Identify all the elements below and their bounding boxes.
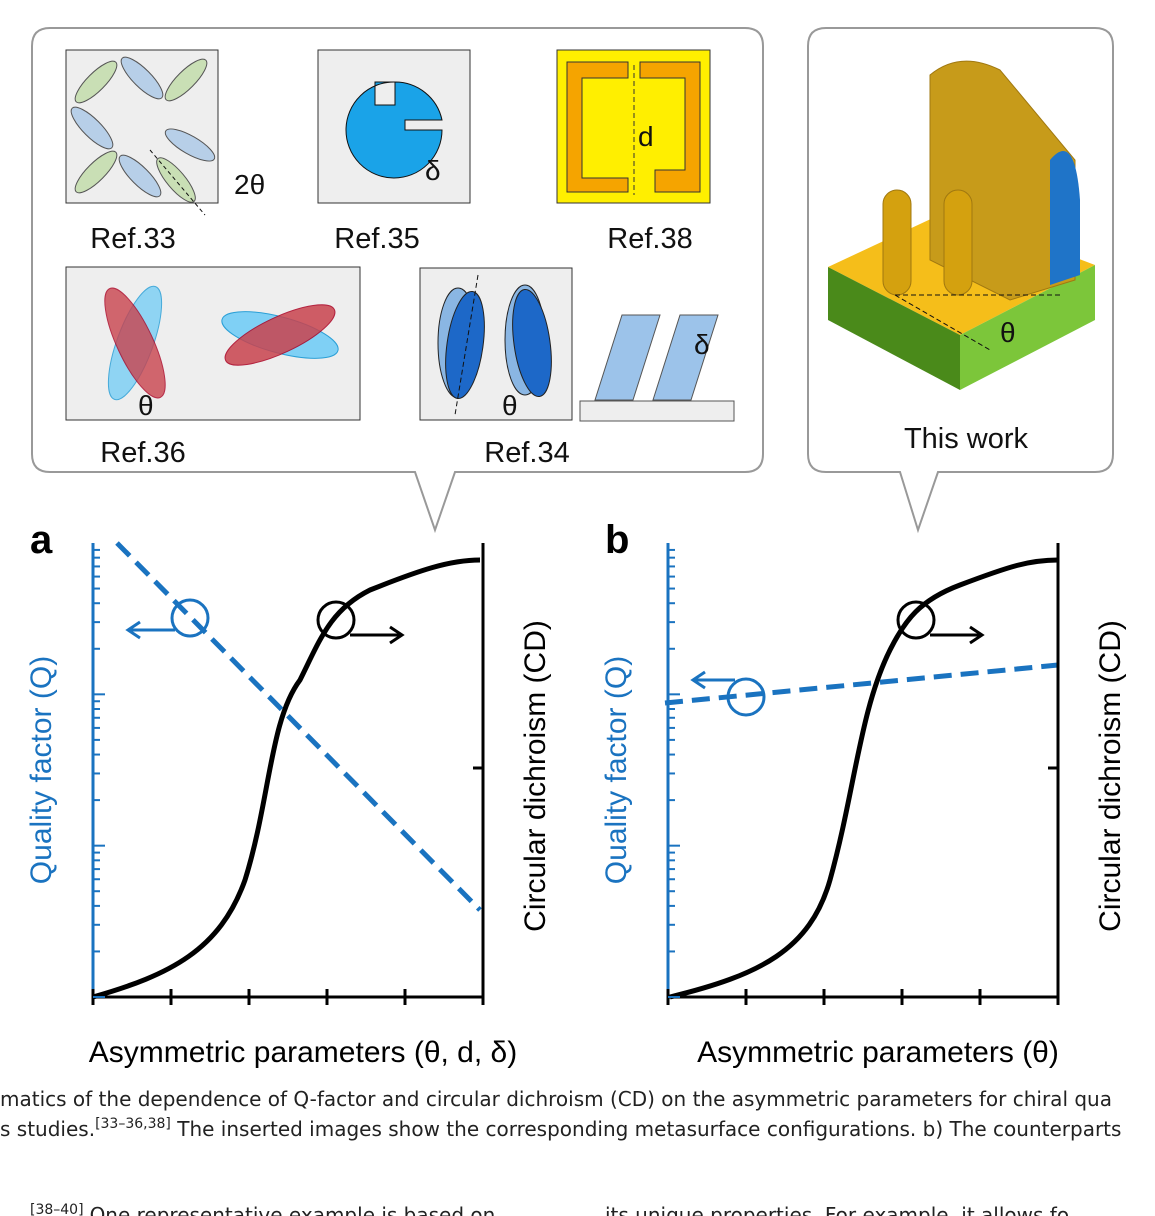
body-text: its unique properties. For example, it a…: [605, 1203, 1069, 1216]
x-axis-label: Asymmetric parameters (θ): [697, 1036, 1059, 1069]
shape: [512, 288, 552, 398]
y-axis-label: Quality factor (Q): [25, 656, 58, 884]
caption: s studies.: [0, 1117, 95, 1141]
guide: [894, 294, 1060, 351]
panel-letter: a: [30, 518, 53, 562]
superscript: [38–40]: [30, 1202, 84, 1216]
arrow: [350, 625, 405, 645]
panel: a Quality factor (Q) Circular dichroism (C…: [25, 518, 552, 1069]
shape: [345, 81, 443, 179]
cd-curve: [669, 557, 1059, 1000]
marker: [170, 598, 210, 638]
marker: [726, 677, 766, 717]
ref-label: Ref.36: [100, 437, 185, 469]
ref-label: Ref.38: [607, 223, 692, 255]
ref-label: Ref.35: [334, 223, 419, 255]
arrow: [125, 620, 175, 640]
ref-label: Ref.33: [90, 223, 175, 255]
x-axis-label: Asymmetric parameters (θ, d, δ): [89, 1036, 517, 1069]
y2-axis-label: Circular dichroism (CD): [1094, 620, 1127, 932]
shape: [104, 287, 166, 399]
body-text: [38–40] One representative example is bas…: [30, 1202, 495, 1216]
superscript: [33–36,38]: [95, 1116, 171, 1132]
arrow: [930, 625, 985, 645]
symbol: d: [638, 121, 654, 152]
symbol: δ: [425, 155, 441, 186]
side: [828, 267, 960, 390]
shape: [566, 61, 701, 193]
shape: [594, 314, 719, 401]
ref-label: Ref.34: [484, 437, 569, 469]
marker: [896, 600, 936, 640]
ellipses: [70, 56, 216, 216]
caption: s studies.[33–36,38] The inserted images…: [0, 1116, 1121, 1141]
work-label: This work: [904, 423, 1029, 455]
caption: The inserted images show the correspondi…: [171, 1117, 1122, 1141]
body-text: One representative example is based on: [90, 1203, 496, 1216]
cd-curve: [92, 557, 481, 1000]
symbol: θ: [138, 390, 154, 421]
y-axis-label: Quality factor (Q): [600, 656, 633, 884]
arrow: [690, 670, 735, 690]
symbol: 2θ: [234, 169, 265, 200]
q-curve: [115, 541, 482, 912]
substrate: [579, 400, 735, 422]
y2-axis-label: Circular dichroism (CD): [519, 620, 552, 932]
shape: [224, 304, 336, 366]
pillar: [882, 189, 912, 296]
caption: matics of the dependence of Q-factor and…: [0, 1087, 1112, 1111]
pillar: [943, 189, 973, 296]
panel: b Quality factor (Q) Circular dichroism (C…: [600, 518, 1127, 1069]
symbol: δ: [694, 329, 710, 360]
shape: [445, 290, 485, 400]
symbol: θ: [502, 390, 518, 421]
q-curve: [664, 662, 1059, 706]
side: [960, 265, 1095, 390]
symbol: θ: [1000, 317, 1016, 348]
panel-letter: b: [605, 518, 629, 562]
marker: [316, 600, 356, 640]
wall-face: [1050, 151, 1080, 285]
